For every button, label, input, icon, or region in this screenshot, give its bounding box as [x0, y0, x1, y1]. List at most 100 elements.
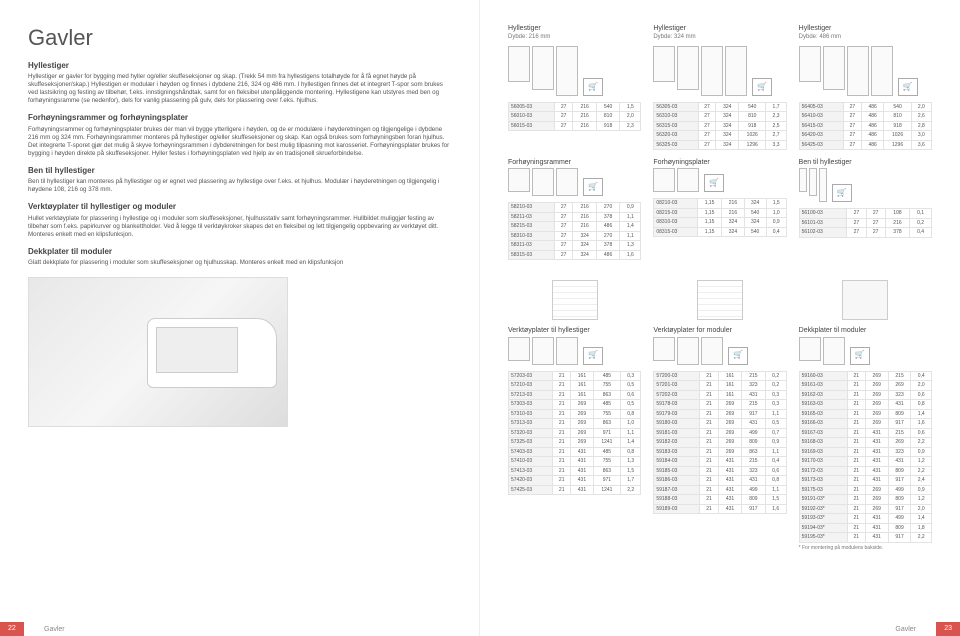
- table-cell: 269: [865, 409, 888, 419]
- table-cell: 161: [718, 390, 741, 400]
- table-cell: 57201-03: [654, 381, 700, 391]
- table-cell: 1,1: [765, 485, 786, 495]
- cart-icon[interactable]: 🛒: [832, 184, 852, 202]
- table-cell: 21: [700, 457, 719, 467]
- table-cell: 809: [888, 495, 911, 505]
- table-cell: 755: [593, 409, 620, 419]
- table-cell: 56010-03: [509, 112, 555, 122]
- table-cell: 1296: [884, 140, 911, 150]
- table-cell: 59180-03: [654, 419, 700, 429]
- table-cell: 431: [865, 438, 888, 448]
- table-row: 59195-03*214319172,2: [799, 533, 931, 543]
- cart-icon[interactable]: 🛒: [728, 347, 748, 365]
- table-cell: 1296: [739, 140, 766, 150]
- table-cell: 3,3: [766, 140, 786, 150]
- table-cell: 27: [554, 250, 573, 260]
- table-cell: 323: [742, 381, 765, 391]
- table-mid1: 58210-03272162700,958211-03272163781,158…: [508, 202, 641, 260]
- table-cell: 810: [739, 112, 766, 122]
- product-icon: [701, 337, 723, 365]
- table-row: 57320-03212699711,1: [509, 428, 641, 438]
- table-row: 57420-03214319711,7: [509, 476, 641, 486]
- cart-icon[interactable]: 🛒: [752, 78, 772, 96]
- table-cell: 08210-03: [654, 199, 698, 209]
- cart-icon[interactable]: 🛒: [583, 178, 603, 196]
- table-row: 59178-03212692150,3: [654, 400, 786, 410]
- sec-heading-2: Ben til hyllestiger: [28, 166, 451, 176]
- table-cell: 58311-03: [509, 241, 555, 251]
- table-cell: 269: [718, 419, 741, 429]
- table-cell: 0,8: [765, 476, 786, 486]
- table-cell: 59168-03: [799, 438, 847, 448]
- table-cell: 08215-03: [654, 208, 698, 218]
- table-cell: 0,2: [765, 381, 786, 391]
- table-cell: 21: [553, 400, 571, 410]
- cart-icon[interactable]: 🛒: [583, 78, 603, 96]
- table-cell: 378: [596, 212, 619, 222]
- table-cell: 3,0: [911, 131, 931, 141]
- cart-icon[interactable]: 🛒: [850, 347, 870, 365]
- table-cell: 56005-03: [509, 102, 555, 112]
- table-row: 59161-03212692692,0: [799, 381, 931, 391]
- table-cell: 21: [847, 419, 865, 429]
- table-cell: 431: [888, 457, 911, 467]
- product-icon: [677, 337, 699, 365]
- table-cell: 324: [716, 102, 739, 112]
- cart-icon[interactable]: 🛒: [898, 78, 918, 96]
- table-cell: 161: [718, 381, 741, 391]
- table-row: 56310-03273248102,3: [654, 112, 786, 122]
- table-cell: 431: [865, 533, 888, 543]
- product-icon: [556, 168, 578, 196]
- table-row: 59175-03212694990,9: [799, 485, 931, 495]
- table-cell: 216: [722, 199, 744, 209]
- table-cell: 0,8: [621, 409, 641, 419]
- table-cell: 0,6: [621, 390, 641, 400]
- table-cell: 2,6: [911, 112, 931, 122]
- table-cell: 21: [700, 381, 719, 391]
- table-cell: 1,0: [766, 208, 786, 218]
- col2-sub: Dybde: 324 mm: [653, 34, 786, 42]
- table-cell: 57425-03: [509, 485, 553, 495]
- sec-heading-4: Dekkplater til moduler: [28, 247, 451, 257]
- table-cell: 499: [888, 514, 911, 524]
- table-cell: 485: [593, 447, 620, 457]
- table-cell: 269: [865, 485, 888, 495]
- table-cell: 21: [700, 390, 719, 400]
- table-row: 57313-03212698631,0: [509, 419, 641, 429]
- table-cell: 269: [865, 495, 888, 505]
- table-cell: 21: [847, 438, 865, 448]
- table-low1: 57203-03211614850,357210-03211617550,557…: [508, 371, 641, 496]
- table-row: 59165-03212698091,4: [799, 409, 931, 419]
- page-number-right: 23: [936, 622, 960, 636]
- product-icon: [532, 168, 554, 196]
- table-cell: 59191-03*: [799, 495, 847, 505]
- table-cell: 59173-03: [799, 476, 847, 486]
- table-cell: 216: [573, 121, 596, 131]
- product-icon: [532, 46, 554, 90]
- table-cell: 324: [716, 140, 739, 150]
- table-cell: 431: [865, 523, 888, 533]
- table-row: 58310-03273242701,1: [509, 231, 641, 241]
- cart-icon[interactable]: 🛒: [704, 174, 724, 192]
- footer-label-left: Gavler: [44, 625, 65, 634]
- table-cell: 0,5: [765, 419, 786, 429]
- table-row: 57203-03211614850,3: [509, 371, 641, 381]
- table-cell: 431: [571, 447, 594, 457]
- table-cell: 21: [553, 419, 571, 429]
- table-cell: 809: [888, 409, 911, 419]
- table-cell: 0,9: [765, 438, 786, 448]
- cart-icon[interactable]: 🛒: [583, 347, 603, 365]
- col-486: Hyllestiger Dybde: 486 mm 🛒 56405-032748…: [799, 24, 932, 150]
- col2-label: Hyllestiger: [653, 24, 786, 33]
- table-cell: 431: [718, 495, 741, 505]
- table-cell: 431: [718, 457, 741, 467]
- table-cell: 269: [865, 381, 888, 391]
- table-row: 56410-03274868102,6: [799, 112, 931, 122]
- table-cell: 1,5: [766, 199, 786, 209]
- table-cell: 1241: [593, 485, 620, 495]
- table-cell: 0,9: [766, 218, 786, 228]
- table-cell: 540: [884, 102, 911, 112]
- table-cell: 27: [843, 112, 861, 122]
- table-cell: 809: [888, 466, 911, 476]
- table-cell: 2,0: [911, 381, 932, 391]
